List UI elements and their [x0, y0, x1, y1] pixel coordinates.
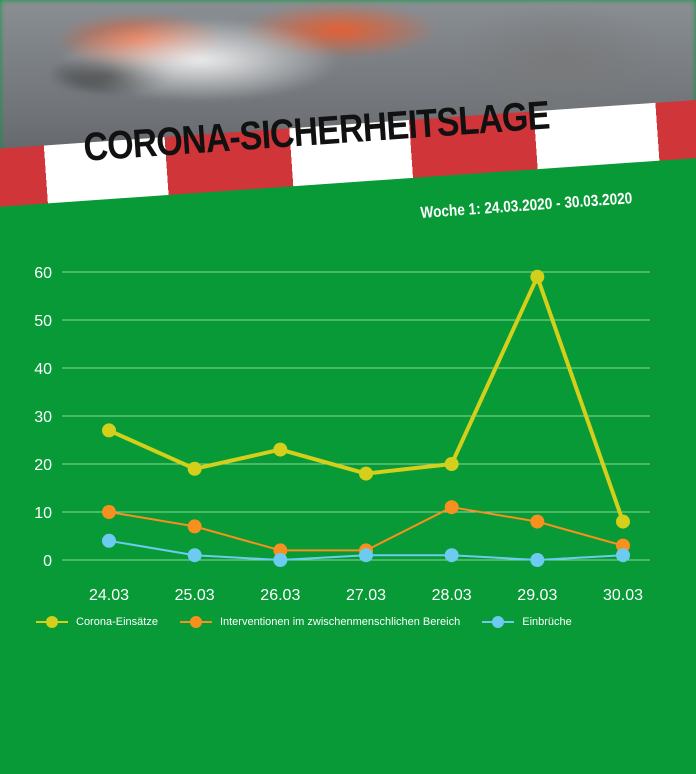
x-tick-label: 25.03 — [175, 587, 215, 604]
y-tick-label: 10 — [34, 505, 52, 522]
data-point-2 — [273, 553, 288, 567]
x-tick-label: 28.03 — [432, 587, 472, 604]
y-tick-label: 20 — [34, 457, 52, 474]
data-point-0 — [273, 442, 288, 457]
x-tick-label: 30.03 — [603, 587, 643, 604]
legend-item: Corona-Einsätze — [36, 616, 158, 628]
data-point-1 — [273, 543, 288, 558]
data-point-2 — [530, 553, 545, 567]
data-point-2 — [359, 548, 373, 563]
legend-marker-icon — [179, 616, 212, 628]
data-point-2 — [616, 548, 630, 563]
data-point-1 — [444, 500, 459, 515]
data-point-0 — [616, 514, 630, 529]
data-point-2 — [102, 533, 116, 548]
x-tick-label: 26.03 — [260, 587, 300, 604]
legend-item: Interventionen im zwischenmenschlichen B… — [179, 616, 461, 628]
data-point-1 — [530, 514, 545, 529]
data-point-1 — [616, 538, 630, 553]
legend: Corona-Einsätze Interventionen im zwische… — [36, 616, 594, 628]
y-tick-label: 60 — [34, 265, 52, 282]
data-point-0 — [187, 461, 202, 476]
data-point-1 — [102, 505, 116, 519]
y-tick-label: 0 — [43, 553, 52, 570]
legend-marker-icon — [482, 616, 515, 628]
legend-label: Einbrüche — [522, 616, 572, 628]
data-point-2 — [444, 548, 459, 563]
legend-item: Einbrüche — [482, 616, 572, 628]
y-tick-label: 30 — [34, 409, 52, 426]
data-point-2 — [187, 548, 202, 563]
legend-label: Interventionen im zwischenmenschlichen B… — [219, 616, 461, 628]
legend-label: Corona-Einsätze — [76, 616, 158, 628]
x-tick-label: 24.03 — [89, 587, 129, 604]
data-point-0 — [102, 423, 116, 438]
x-tick-label: 29.03 — [517, 587, 557, 604]
y-tick-label: 50 — [34, 313, 52, 330]
data-point-0 — [530, 269, 545, 284]
y-tick-label: 40 — [34, 361, 52, 378]
x-tick-label: 27.03 — [346, 587, 386, 604]
line-chart: 0 10 20 30 40 50 60 24.03 25.03 26.03 27.03 28.03 29… — [34, 265, 650, 604]
series-line-0 — [108, 271, 625, 523]
legend-marker-icon — [36, 616, 68, 628]
data-point-0 — [444, 457, 459, 471]
data-point-0 — [359, 466, 373, 481]
data-point-1 — [187, 519, 202, 534]
